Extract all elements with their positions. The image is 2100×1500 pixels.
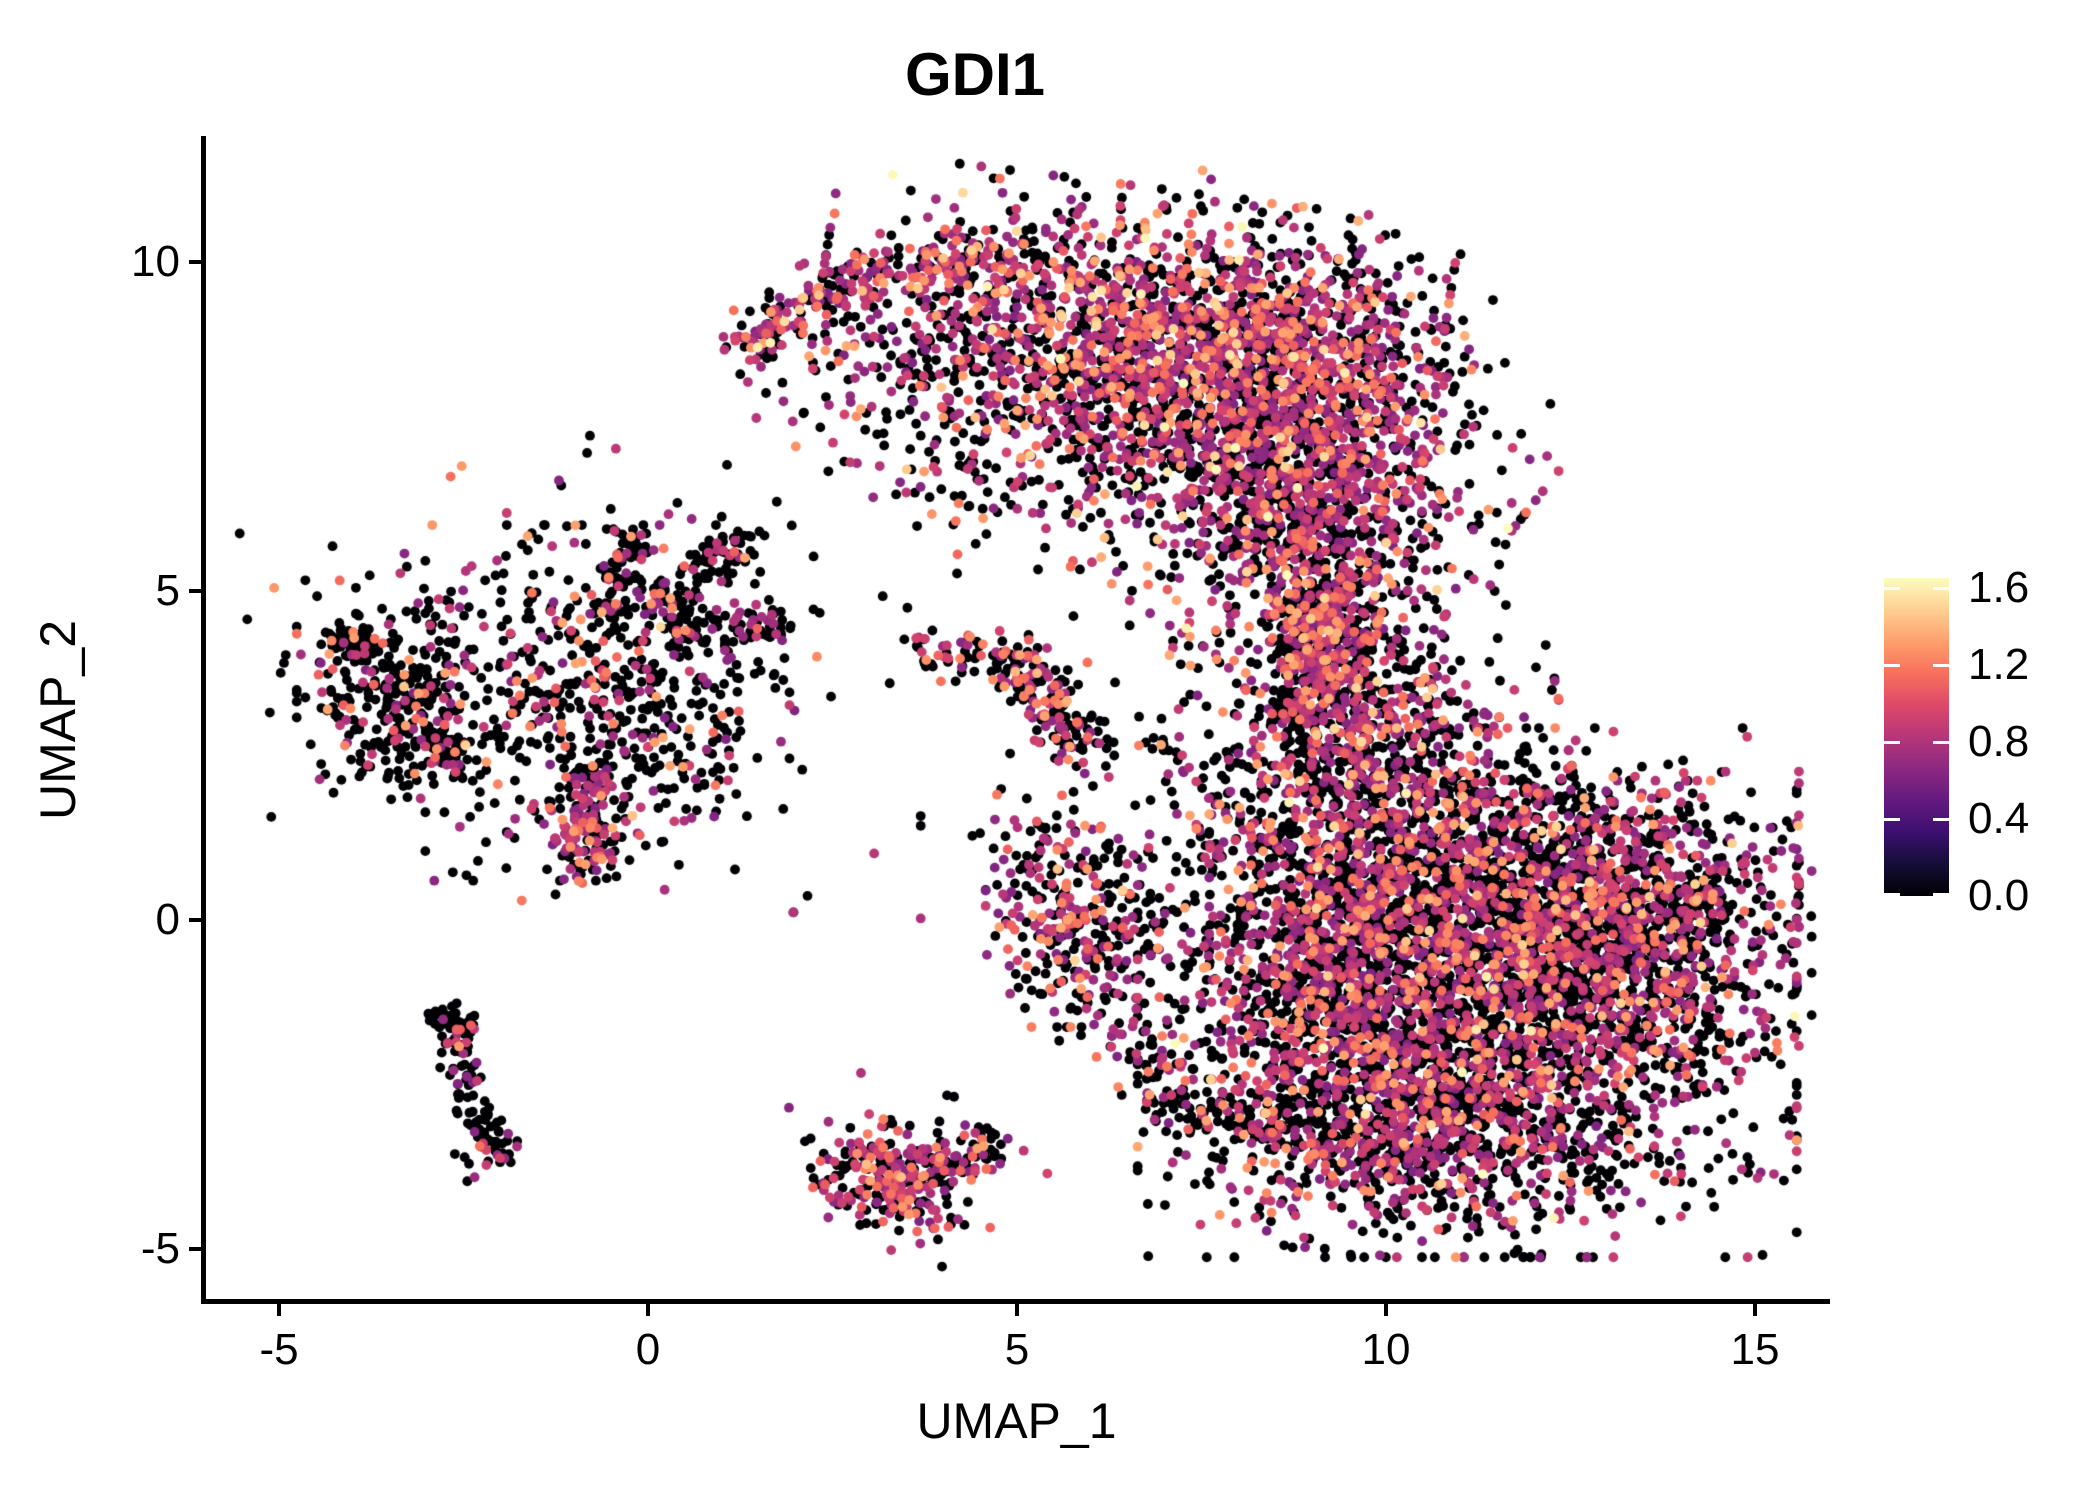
colorbar-tick-mark bbox=[1884, 740, 1900, 744]
colorbar-tick-mark bbox=[1884, 663, 1900, 667]
y-tick-label: 0 bbox=[155, 895, 180, 944]
colorbar-tick-label: 0.0 bbox=[1968, 871, 2030, 920]
colorbar-tick-mark bbox=[1933, 586, 1949, 590]
x-tick-mark bbox=[1753, 1302, 1757, 1316]
x-tick-mark bbox=[1384, 1302, 1388, 1316]
x-tick-mark bbox=[1015, 1302, 1019, 1316]
colorbar-tick-mark bbox=[1884, 817, 1900, 821]
colorbar-tick-label: 0.4 bbox=[1968, 793, 2030, 843]
x-axis-title: UMAP_1 bbox=[916, 1393, 1117, 1449]
x-tick-label: 15 bbox=[1730, 1325, 1780, 1374]
colorbar-tick-mark bbox=[1933, 893, 1949, 896]
colorbar-tick-mark bbox=[1933, 740, 1949, 744]
plot-title: GDI1 bbox=[904, 41, 1046, 108]
y-tick-mark bbox=[189, 1247, 203, 1251]
y-tick-mark bbox=[189, 589, 203, 593]
x-tick-label: 0 bbox=[635, 1325, 661, 1374]
y-tick-label: -5 bbox=[140, 1224, 180, 1273]
y-tick-label: 5 bbox=[155, 566, 180, 615]
colorbar-tick-label: 1.2 bbox=[1968, 639, 2030, 689]
x-tick-label: 10 bbox=[1361, 1325, 1411, 1374]
y-axis-line bbox=[201, 136, 206, 1304]
colorbar-tick-mark bbox=[1933, 663, 1949, 667]
y-tick-mark bbox=[189, 918, 203, 922]
y-axis-title: UMAP_2 bbox=[30, 619, 86, 821]
x-axis-line bbox=[201, 1299, 1830, 1304]
colorbar-gradient bbox=[1884, 578, 1949, 896]
colorbar-tick-mark bbox=[1933, 817, 1949, 821]
colorbar-tick-label: 0.8 bbox=[1968, 716, 2030, 766]
x-tick-label: 5 bbox=[1004, 1325, 1030, 1374]
colorbar-tick-mark bbox=[1884, 586, 1900, 590]
x-tick-label: -5 bbox=[259, 1325, 299, 1374]
y-tick-label: 10 bbox=[131, 237, 180, 286]
colorbar-tick-label: 1.6 bbox=[1968, 562, 2030, 612]
colorbar-tick-mark bbox=[1884, 893, 1900, 896]
x-tick-mark bbox=[646, 1302, 650, 1316]
x-tick-mark bbox=[277, 1302, 281, 1316]
y-tick-mark bbox=[189, 260, 203, 264]
